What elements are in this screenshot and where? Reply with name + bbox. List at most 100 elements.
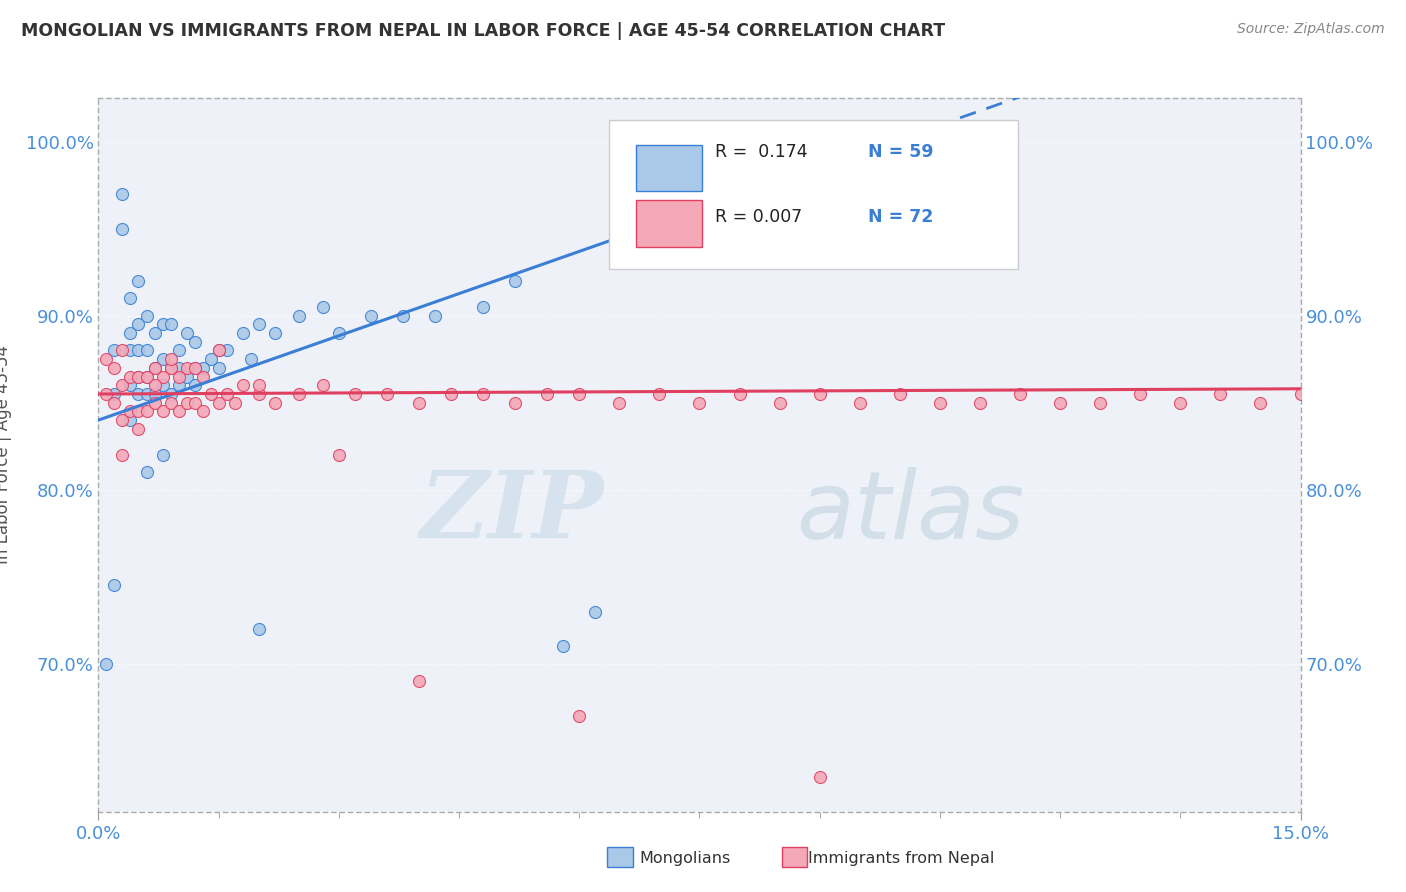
Point bbox=[167, 369, 190, 384]
Point bbox=[1250, 395, 1272, 409]
Point bbox=[224, 395, 246, 409]
Point bbox=[135, 404, 157, 418]
Point bbox=[152, 404, 174, 418]
Point bbox=[128, 387, 150, 401]
Point bbox=[208, 343, 231, 358]
Point bbox=[135, 466, 157, 480]
Point bbox=[440, 387, 463, 401]
Text: N = 72: N = 72 bbox=[868, 209, 934, 227]
Bar bbox=[782, 847, 807, 867]
Point bbox=[176, 360, 198, 375]
Point bbox=[183, 395, 205, 409]
Text: Mongolians: Mongolians bbox=[640, 851, 731, 865]
Point bbox=[191, 404, 214, 418]
Point bbox=[247, 622, 270, 636]
Point bbox=[143, 395, 166, 409]
Point bbox=[103, 395, 125, 409]
Y-axis label: In Labor Force | Age 45-54: In Labor Force | Age 45-54 bbox=[0, 345, 11, 565]
Point bbox=[167, 360, 190, 375]
Point bbox=[111, 221, 134, 235]
Point bbox=[135, 387, 157, 401]
Point bbox=[152, 318, 174, 332]
Point bbox=[167, 343, 190, 358]
Point bbox=[111, 413, 134, 427]
Point bbox=[200, 387, 222, 401]
Point bbox=[111, 186, 134, 201]
Point bbox=[191, 369, 214, 384]
Point bbox=[128, 274, 150, 288]
Bar bbox=[607, 847, 633, 867]
Point bbox=[472, 300, 495, 314]
Point bbox=[135, 369, 157, 384]
Point bbox=[96, 387, 118, 401]
Point bbox=[689, 395, 711, 409]
Point bbox=[176, 395, 198, 409]
Point bbox=[208, 395, 231, 409]
Point bbox=[343, 387, 366, 401]
Point bbox=[135, 369, 157, 384]
Point bbox=[200, 352, 222, 367]
Point bbox=[609, 395, 631, 409]
Point bbox=[143, 378, 166, 392]
Point bbox=[159, 352, 181, 367]
Point bbox=[1170, 395, 1192, 409]
Point bbox=[159, 387, 181, 401]
Point bbox=[215, 387, 238, 401]
Point bbox=[176, 369, 198, 384]
Point bbox=[128, 343, 150, 358]
Point bbox=[152, 352, 174, 367]
Point bbox=[103, 360, 125, 375]
Point bbox=[1129, 387, 1152, 401]
Point bbox=[769, 395, 792, 409]
Point bbox=[392, 309, 415, 323]
Point bbox=[120, 413, 142, 427]
Point bbox=[929, 395, 952, 409]
Point bbox=[152, 448, 174, 462]
Text: MONGOLIAN VS IMMIGRANTS FROM NEPAL IN LABOR FORCE | AGE 45-54 CORRELATION CHART: MONGOLIAN VS IMMIGRANTS FROM NEPAL IN LA… bbox=[21, 22, 945, 40]
Point bbox=[120, 291, 142, 305]
FancyBboxPatch shape bbox=[636, 200, 702, 246]
Point bbox=[128, 318, 150, 332]
Point bbox=[360, 309, 382, 323]
Point bbox=[183, 360, 205, 375]
Point bbox=[143, 360, 166, 375]
Point bbox=[128, 369, 150, 384]
Point bbox=[176, 326, 198, 340]
Point bbox=[423, 309, 446, 323]
Point bbox=[1209, 387, 1232, 401]
Point bbox=[135, 343, 157, 358]
Point bbox=[328, 448, 350, 462]
Point bbox=[167, 404, 190, 418]
Point bbox=[288, 309, 311, 323]
Point bbox=[120, 343, 142, 358]
Point bbox=[503, 395, 526, 409]
Point bbox=[167, 378, 190, 392]
Point bbox=[208, 360, 231, 375]
Point bbox=[375, 387, 398, 401]
Point bbox=[889, 387, 911, 401]
Point bbox=[120, 369, 142, 384]
Point bbox=[408, 674, 430, 689]
Point bbox=[408, 395, 430, 409]
Point bbox=[536, 387, 558, 401]
Text: N = 59: N = 59 bbox=[868, 143, 934, 161]
Point bbox=[96, 657, 118, 671]
Point bbox=[103, 343, 125, 358]
Point bbox=[288, 387, 311, 401]
Point bbox=[183, 378, 205, 392]
Point bbox=[96, 352, 118, 367]
Point bbox=[247, 378, 270, 392]
Point bbox=[648, 387, 671, 401]
Point bbox=[312, 300, 335, 314]
Point bbox=[128, 369, 150, 384]
Point bbox=[263, 326, 285, 340]
Point bbox=[159, 360, 181, 375]
Point bbox=[135, 309, 157, 323]
Point bbox=[128, 422, 150, 436]
Point bbox=[1049, 395, 1071, 409]
Point bbox=[239, 352, 262, 367]
Point bbox=[247, 318, 270, 332]
Point bbox=[159, 318, 181, 332]
Point bbox=[728, 387, 751, 401]
Point bbox=[111, 378, 134, 392]
